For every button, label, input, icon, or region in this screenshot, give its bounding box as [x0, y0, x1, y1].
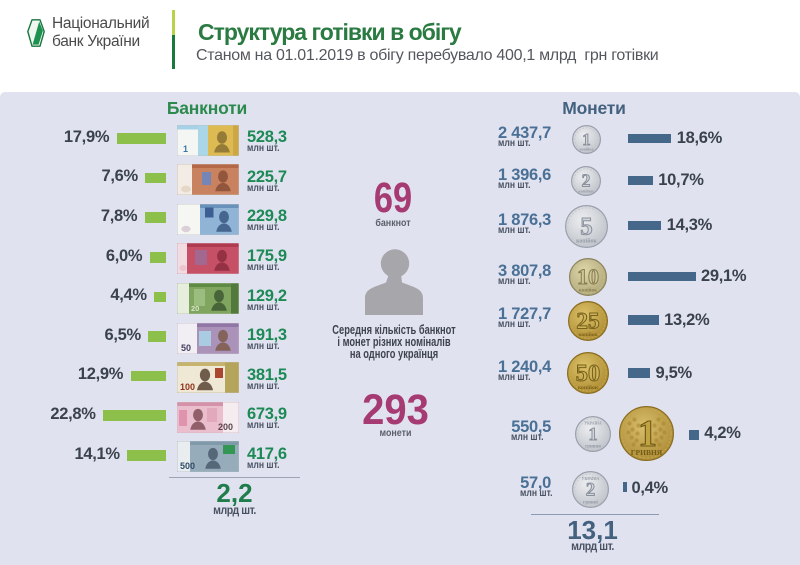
svg-text:50: 50 — [181, 343, 191, 353]
svg-text:2: 2 — [582, 171, 591, 191]
svg-text:500: 500 — [180, 461, 195, 471]
svg-text:копійка: копійка — [579, 147, 593, 151]
svg-text:1: 1 — [183, 144, 188, 154]
svg-text:2: 2 — [585, 480, 594, 500]
svg-text:копійки: копійки — [579, 188, 595, 193]
svg-text:5: 5 — [580, 213, 592, 240]
svg-text:10: 10 — [577, 264, 599, 289]
svg-text:25: 25 — [576, 308, 599, 334]
svg-text:20: 20 — [191, 304, 199, 313]
svg-text:УКРАЇНА: УКРАЇНА — [581, 475, 599, 480]
svg-text:200: 200 — [218, 422, 233, 432]
svg-text:копійок: копійок — [578, 384, 599, 391]
svg-text:100: 100 — [180, 382, 195, 392]
svg-text:1: 1 — [582, 129, 590, 148]
svg-text:50: 50 — [576, 360, 600, 387]
svg-text:копійок: копійок — [578, 331, 598, 338]
svg-text:УКРАЇНА: УКРАЇНА — [584, 420, 602, 425]
svg-text:1: 1 — [589, 423, 598, 443]
svg-text:копійок: копійок — [579, 286, 597, 293]
svg-text:гривні: гривні — [583, 500, 599, 505]
svg-text:копійок: копійок — [576, 237, 597, 244]
svg-text:гривня: гривня — [585, 444, 601, 449]
svg-text:ГРИВНЯ: ГРИВНЯ — [631, 448, 663, 457]
svg-text:1: 1 — [638, 413, 657, 455]
